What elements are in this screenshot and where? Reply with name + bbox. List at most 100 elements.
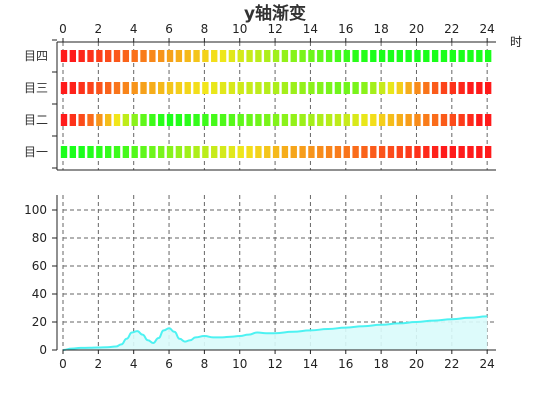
heatmap-cell-2-8 xyxy=(131,82,138,94)
heatmap-cell-1-31 xyxy=(334,114,342,126)
heatmap-cell-2-3 xyxy=(87,82,94,94)
heatmap-cell-1-15 xyxy=(193,114,200,126)
heatmap-cell-2-45 xyxy=(458,82,465,94)
heatmap-cell-3-3 xyxy=(87,50,94,62)
heatmap-cell-3-9 xyxy=(140,50,147,62)
bottom-tick-label-1: 2 xyxy=(95,357,103,371)
heatmap-cell-1-41 xyxy=(423,114,430,126)
heatmap-cell-0-47 xyxy=(476,146,483,158)
heatmap-cell-2-15 xyxy=(193,82,200,94)
heatmap-cell-3-0 xyxy=(60,50,68,62)
heatmap-cell-3-45 xyxy=(458,50,465,62)
heatmap-cell-1-8 xyxy=(131,114,138,126)
heatmap-cell-2-35 xyxy=(370,82,377,94)
heatmap-cell-3-41 xyxy=(423,50,430,62)
heatmap-cell-0-35 xyxy=(370,146,377,158)
heatmap-cell-2-41 xyxy=(423,82,430,94)
heatmap-cell-2-5 xyxy=(105,82,112,94)
y-tick-label-5: 100 xyxy=(24,203,47,217)
bottom-tick-label-9: 18 xyxy=(373,357,388,371)
bottom-tick-label-10: 20 xyxy=(409,357,424,371)
heatmap-cell-2-44 xyxy=(449,82,456,94)
heatmap-cell-0-19 xyxy=(228,146,236,158)
heatmap-cell-1-9 xyxy=(140,114,147,126)
heatmap-cell-1-44 xyxy=(449,114,456,126)
heatmap-cell-0-15 xyxy=(193,146,200,158)
bottom-tick-label-5: 10 xyxy=(232,357,247,371)
bottom-tick-label-6: 12 xyxy=(267,357,282,371)
heatmap-cell-1-40 xyxy=(414,114,421,126)
heatmap-cell-1-2 xyxy=(78,114,85,126)
heatmap-cell-3-46 xyxy=(467,50,474,62)
heatmap-cell-3-24 xyxy=(272,50,280,62)
top-tick-label-4: 8 xyxy=(201,22,209,36)
heatmap-cell-2-46 xyxy=(467,82,474,94)
heatmap-cell-2-36 xyxy=(378,82,386,94)
heatmap-cell-1-46 xyxy=(467,114,474,126)
heatmap-cell-0-41 xyxy=(423,146,430,158)
heatmap-cell-2-0 xyxy=(60,82,68,94)
heatmap-cell-0-20 xyxy=(237,146,244,158)
heatmap-cell-3-5 xyxy=(105,50,112,62)
heatmap-cell-2-13 xyxy=(175,82,183,94)
heatmap-cell-2-10 xyxy=(149,82,156,94)
heatmap-cell-2-21 xyxy=(246,82,253,94)
heatmap-cell-2-20 xyxy=(237,82,244,94)
heatmap-cell-2-1 xyxy=(69,82,77,94)
y-tick-label-3: 60 xyxy=(32,259,47,273)
heatmap-cell-1-26 xyxy=(290,114,297,126)
heatmap-cell-2-24 xyxy=(272,82,280,94)
heatmap-cell-3-23 xyxy=(264,50,271,62)
heatmap-cell-3-21 xyxy=(246,50,253,62)
heatmap-cell-0-4 xyxy=(96,146,103,158)
heatmap-cell-3-4 xyxy=(96,50,103,62)
heatmap-cell-3-44 xyxy=(449,50,456,62)
top-tick-label-11: 22 xyxy=(444,22,459,36)
heatmap-cell-2-23 xyxy=(264,82,271,94)
heatmap-cell-1-14 xyxy=(184,114,191,126)
heatmap-cell-3-27 xyxy=(299,50,306,62)
heatmap-cell-3-19 xyxy=(228,50,236,62)
heatmap-cell-3-42 xyxy=(431,50,439,62)
heatmap-cell-2-25 xyxy=(281,82,289,94)
heatmap-cell-1-4 xyxy=(96,114,103,126)
heatmap-cell-1-33 xyxy=(352,114,359,126)
bottom-x-axis: 0 2 4 6 8 10 12 14 16 18 20 22 24 xyxy=(59,349,496,371)
heatmap-cell-0-26 xyxy=(290,146,297,158)
heatmap-cells xyxy=(60,50,492,158)
heatmap-cell-0-48 xyxy=(484,146,492,158)
heatmap-cell-3-32 xyxy=(343,50,350,62)
heatmap-cell-2-42 xyxy=(431,82,439,94)
heatmap-cell-1-48 xyxy=(484,114,492,126)
heatmap-cell-3-16 xyxy=(202,50,209,62)
top-tick-label-12: 24 xyxy=(480,22,495,36)
area-series xyxy=(62,315,488,351)
heatmap-cell-0-24 xyxy=(272,146,280,158)
heatmap-cell-3-33 xyxy=(352,50,359,62)
heatmap-cell-1-32 xyxy=(343,114,350,126)
heatmap-cell-0-13 xyxy=(175,146,183,158)
heatmap-cell-0-29 xyxy=(317,146,324,158)
heatmap-cell-0-34 xyxy=(361,146,368,158)
heatmap-cell-1-5 xyxy=(105,114,112,126)
heatmap-cell-1-29 xyxy=(317,114,324,126)
heatmap-cell-1-23 xyxy=(264,114,271,126)
heatmap-cell-3-22 xyxy=(255,50,262,62)
top-tick-label-2: 4 xyxy=(130,22,138,36)
heatmap-cell-0-43 xyxy=(440,146,448,158)
heatmap-cell-2-33 xyxy=(352,82,359,94)
heatmap-cell-0-3 xyxy=(87,146,94,158)
heatmap-cell-3-39 xyxy=(405,50,412,62)
heatmap-cell-1-28 xyxy=(308,114,315,126)
top-tick-label-0: 0 xyxy=(59,22,67,36)
heatmap-cell-0-28 xyxy=(308,146,315,158)
top-tick-label-10: 20 xyxy=(409,22,424,36)
bottom-tick-label-3: 6 xyxy=(165,357,173,371)
y-tick-label-4: 80 xyxy=(32,231,47,245)
heatmap-cell-1-38 xyxy=(396,114,403,126)
y-axis: 0 20 40 60 80 100 xyxy=(24,195,58,357)
category-label-1: 目二 xyxy=(24,113,48,127)
heatmap-cell-0-5 xyxy=(105,146,112,158)
heatmap-cell-1-0 xyxy=(60,114,68,126)
